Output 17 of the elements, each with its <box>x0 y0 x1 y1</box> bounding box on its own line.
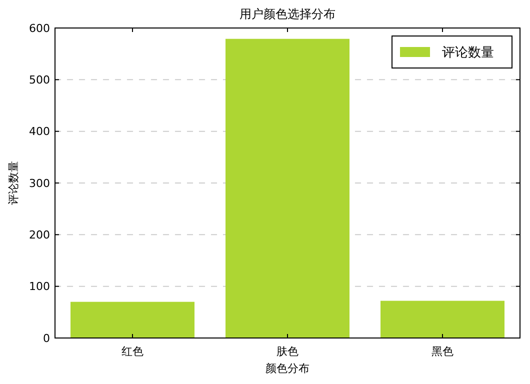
bar <box>226 38 350 338</box>
bar <box>380 300 504 338</box>
y-tick-label: 300 <box>29 176 50 190</box>
y-tick-label: 600 <box>29 22 50 35</box>
x-tick-label: 肤色 <box>276 345 298 358</box>
bar <box>70 302 194 338</box>
x-tick-label: 红色 <box>122 345 144 358</box>
y-tick-label: 500 <box>29 74 50 87</box>
x-axis-title: 颜色分布 <box>266 362 310 375</box>
y-tick-label: 400 <box>29 125 50 138</box>
y-tick-label: 0 <box>43 332 50 345</box>
y-tick-label: 100 <box>29 280 50 294</box>
chart-title: 用户颜色选择分布 <box>240 7 336 21</box>
y-tick-label: 200 <box>29 228 50 242</box>
legend-label: 评论数量 <box>442 46 494 61</box>
x-tick-label: 黑色 <box>432 345 454 358</box>
y-axis-title: 评论数量 <box>7 161 20 205</box>
